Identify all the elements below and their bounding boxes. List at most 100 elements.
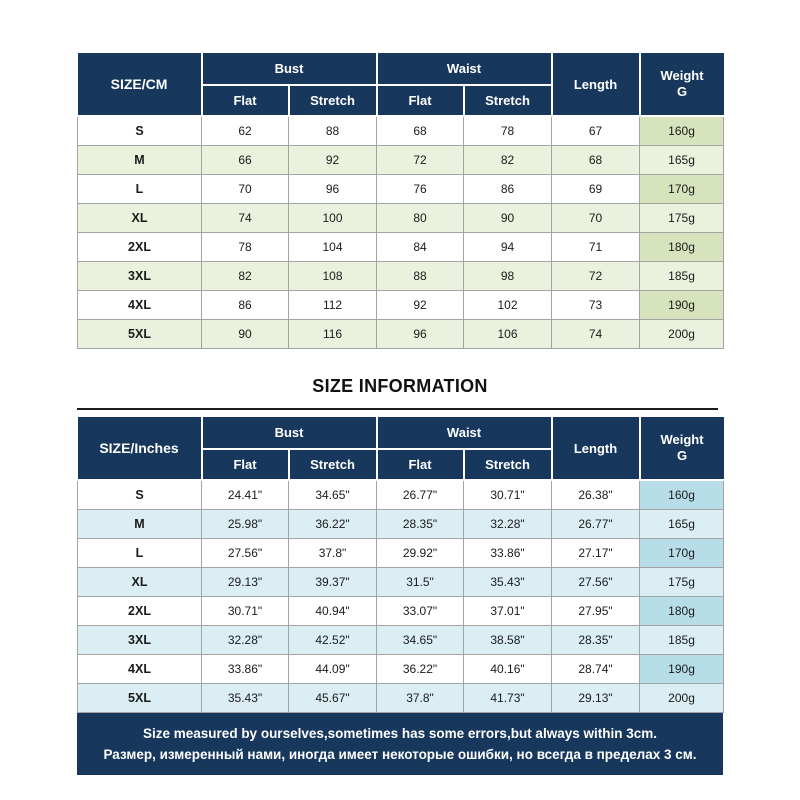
value-cell: 102	[463, 290, 553, 320]
length-header: Length	[550, 53, 641, 117]
table-row: L 70 96 76 86 69 170g	[77, 174, 725, 204]
bust-header: Bust	[200, 53, 378, 86]
value-cell: 29.13"	[201, 567, 289, 597]
value-cell: 33.86"	[463, 538, 553, 568]
size-label-cell: M	[77, 145, 202, 175]
value-cell: 33.86"	[201, 654, 289, 684]
value-cell: 37.8"	[287, 538, 378, 568]
weight-cell: 200g	[639, 319, 725, 349]
value-cell: 33.07"	[376, 596, 465, 626]
size-label-cell: 4XL	[77, 290, 202, 320]
size-table-inches: SIZE/Inches Bust Waist Length Weight G F…	[77, 417, 725, 713]
value-cell: 86	[201, 290, 289, 320]
size-table-cm: SIZE/CM Bust Waist Length Weight G Flat …	[77, 53, 725, 349]
value-cell: 30.71"	[463, 479, 553, 510]
footer-note: Size measured by ourselves,sometimes has…	[77, 713, 723, 775]
value-cell: 28.35"	[376, 509, 465, 539]
weight-cell: 190g	[639, 290, 725, 320]
table-row: S 62 88 68 78 67 160g	[77, 115, 725, 146]
value-cell: 27.95"	[551, 596, 641, 626]
table-row: L 27.56" 37.8" 29.92" 33.86" 27.17" 170g	[77, 538, 725, 568]
bust-header: Bust	[200, 417, 378, 450]
value-cell: 66	[201, 145, 289, 175]
weight-header: Weight G	[638, 53, 724, 117]
value-cell: 35.43"	[201, 683, 289, 713]
value-cell: 73	[551, 290, 641, 320]
value-cell: 31.5"	[376, 567, 465, 597]
value-cell: 34.65"	[376, 625, 465, 655]
value-cell: 100	[287, 203, 378, 233]
value-cell: 28.35"	[551, 625, 641, 655]
size-label-cell: L	[77, 538, 202, 568]
weight-cell: 160g	[639, 115, 725, 146]
value-cell: 26.77"	[551, 509, 641, 539]
value-cell: 104	[287, 232, 378, 262]
value-cell: 76	[376, 174, 465, 204]
table-row: 3XL 82 108 88 98 72 185g	[77, 261, 725, 291]
value-cell: 42.52"	[287, 625, 378, 655]
value-cell: 40.16"	[463, 654, 553, 684]
value-cell: 112	[287, 290, 378, 320]
value-cell: 96	[287, 174, 378, 204]
length-header: Length	[550, 417, 641, 481]
weight-cell: 170g	[639, 174, 725, 204]
value-cell: 27.17"	[551, 538, 641, 568]
value-cell: 34.65"	[287, 479, 378, 510]
waist-flat-header: Flat	[375, 84, 465, 117]
size-label-cell: 3XL	[77, 261, 202, 291]
value-cell: 98	[463, 261, 553, 291]
footer-note-russian: Размер, измеренный нами, иногда имеет не…	[103, 747, 697, 762]
size-label-cell: XL	[77, 203, 202, 233]
size-label-cell: 5XL	[77, 319, 202, 349]
value-cell: 32.28"	[201, 625, 289, 655]
table-row: 4XL 86 112 92 102 73 190g	[77, 290, 725, 320]
value-cell: 30.71"	[201, 596, 289, 626]
size-table-inches-block: SIZE/Inches Bust Waist Length Weight G F…	[77, 417, 725, 775]
size-label-cell: 3XL	[77, 625, 202, 655]
value-cell: 90	[201, 319, 289, 349]
weight-cell: 190g	[639, 654, 725, 684]
weight-cell: 180g	[639, 596, 725, 626]
value-cell: 72	[551, 261, 641, 291]
value-cell: 26.38"	[551, 479, 641, 510]
weight-cell: 200g	[639, 683, 725, 713]
table-row: 3XL 32.28" 42.52" 34.65" 38.58" 28.35" 185g	[77, 625, 725, 655]
value-cell: 82	[201, 261, 289, 291]
value-cell: 29.13"	[551, 683, 641, 713]
value-cell: 86	[463, 174, 553, 204]
value-cell: 27.56"	[551, 567, 641, 597]
value-cell: 37.01"	[463, 596, 553, 626]
size-label-cell: L	[77, 174, 202, 204]
value-cell: 106	[463, 319, 553, 349]
weight-cell: 165g	[639, 145, 725, 175]
value-cell: 94	[463, 232, 553, 262]
value-cell: 24.41"	[201, 479, 289, 510]
value-cell: 69	[551, 174, 641, 204]
footer-note-english: Size measured by ourselves,sometimes has…	[143, 726, 657, 741]
size-label-cell: 4XL	[77, 654, 202, 684]
value-cell: 82	[463, 145, 553, 175]
value-cell: 78	[201, 232, 289, 262]
value-cell: 74	[201, 203, 289, 233]
table-row: XL 29.13" 39.37" 31.5" 35.43" 27.56" 175g	[77, 567, 725, 597]
size-table-inches-body: S 24.41" 34.65" 26.77" 30.71" 26.38" 160g M 25.9…	[77, 479, 725, 713]
bust-flat-header: Flat	[200, 448, 290, 481]
divider-line	[77, 408, 718, 410]
section-heading: SIZE INFORMATION	[312, 376, 488, 396]
size-label-cell: S	[77, 479, 202, 510]
waist-header: Waist	[375, 417, 553, 450]
weight-cell: 165g	[639, 509, 725, 539]
table-row: 4XL 33.86" 44.09" 36.22" 40.16" 28.74" 190g	[77, 654, 725, 684]
value-cell: 40.94"	[287, 596, 378, 626]
value-cell: 32.28"	[463, 509, 553, 539]
value-cell: 78	[463, 115, 553, 146]
value-cell: 29.92"	[376, 538, 465, 568]
value-cell: 38.58"	[463, 625, 553, 655]
weight-cell: 180g	[639, 232, 725, 262]
value-cell: 68	[551, 145, 641, 175]
value-cell: 62	[201, 115, 289, 146]
value-cell: 25.98"	[201, 509, 289, 539]
size-label-cell: S	[77, 115, 202, 146]
size-unit-header-inches: SIZE/Inches	[77, 417, 203, 481]
value-cell: 80	[376, 203, 465, 233]
